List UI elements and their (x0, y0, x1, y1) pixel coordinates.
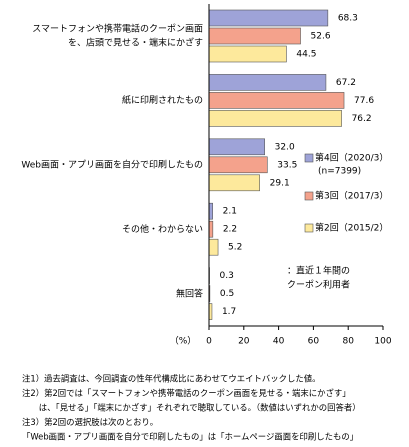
bar (208, 92, 345, 109)
note: 「Web画面・アプリ画面を自分で印刷したもの」は「ホームページ画面を印刷したもの… (22, 432, 358, 442)
x-tick-label: 0 (206, 337, 212, 347)
x-tick-label: 60 (308, 337, 320, 347)
data-label: 52.6 (311, 32, 331, 42)
annotation: クーポン利用者 (287, 279, 350, 291)
data-label: 33.5 (277, 160, 297, 170)
bar (208, 74, 327, 91)
x-tick-label: 20 (238, 337, 250, 347)
data-label: 77.6 (354, 96, 374, 106)
data-label: 29.1 (270, 178, 290, 188)
category-label: を、店頭で見せる・端末にかざす (68, 37, 203, 49)
data-label: 68.3 (338, 14, 358, 24)
legend-label: 第3回（2017/3） (315, 190, 388, 202)
data-label: 1.7 (222, 307, 236, 317)
legend-label: 第2回（2015/2） (315, 222, 388, 234)
category-label: 紙に印刷されたもの (122, 94, 203, 106)
x-tick-label: 100 (374, 337, 391, 347)
x-axis-label: （%） (170, 336, 197, 347)
data-label: 5.2 (228, 243, 242, 253)
bar (208, 9, 329, 27)
x-tick-label: 80 (342, 337, 354, 347)
legend-label: 第4回（2020/3） (315, 152, 388, 164)
bar (208, 110, 342, 127)
note: 注3）第2回の選択肢は次のとおり。 (22, 417, 158, 427)
data-label: 76.2 (352, 114, 372, 124)
category-label: その他・わからない (122, 223, 203, 235)
bar (208, 45, 287, 63)
legend-swatch (304, 223, 314, 233)
note: 注1）過去調査は、今回調査の性年代構成比にあわせてウエイトバックした値。 (22, 374, 320, 384)
legend-note: (n=7399) (318, 167, 361, 177)
data-label: 0.5 (220, 289, 234, 299)
category-label: スマートフォンや携帯電話のクーポン画面 (32, 23, 203, 35)
bar (208, 202, 213, 220)
bar (208, 174, 260, 192)
category-label: 無回答 (176, 287, 203, 299)
category-label: Web画面・アプリ画面を自分で印刷したもの (21, 159, 203, 171)
legend-swatch (304, 153, 314, 163)
bar (208, 27, 301, 45)
data-label: 44.5 (296, 50, 316, 60)
data-label: 2.2 (223, 225, 237, 235)
data-label: 2.1 (223, 207, 237, 217)
bar (208, 238, 219, 256)
note: 注2）第2回では「スマートフォンや携帯電話のクーポン画面を見せる・端末にかざす」 (22, 388, 351, 398)
data-label: 32.0 (275, 142, 295, 152)
bar (208, 220, 214, 238)
annotation: ：直近１年間の (287, 265, 350, 277)
data-label: 67.2 (336, 78, 356, 88)
x-tick-label: 40 (273, 337, 285, 347)
note: は、「見せる」「端末にかざす」それぞれで聴取している。（数値はいずれかの回答者） (22, 403, 361, 413)
data-label: 0.3 (220, 271, 234, 281)
bar (208, 138, 265, 156)
bar (208, 156, 268, 174)
legend-swatch (304, 191, 314, 201)
